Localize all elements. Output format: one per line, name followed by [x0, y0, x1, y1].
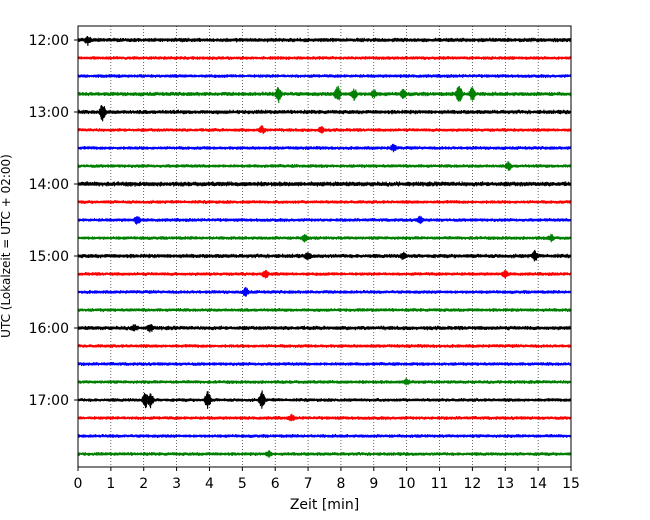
x-tick-label: 5 [238, 476, 247, 492]
trace-1645 [77, 378, 572, 386]
trace-1745 [77, 450, 572, 458]
trace-1630 [77, 361, 572, 367]
x-tick-label: 10 [398, 476, 416, 492]
y-axis-ticks: 12:00 13:00 14:00 15:00 16:00 17:00 [29, 33, 78, 409]
trace-1545 [77, 307, 572, 313]
trace-1530 [77, 287, 572, 297]
trace-1400 [77, 181, 572, 187]
trace-1415 [77, 199, 572, 205]
x-tick-label: 13 [496, 476, 514, 492]
plot-frame [77, 25, 572, 468]
trace-1715 [77, 413, 572, 422]
x-tick-label: 11 [431, 476, 449, 492]
y-tick-label: 16:00 [29, 321, 69, 337]
y-tick-label: 14:00 [29, 177, 69, 193]
x-tick-label: 0 [74, 476, 83, 492]
trace-1315 [77, 125, 572, 134]
y-tick-label: 15:00 [29, 249, 69, 265]
x-tick-label: 6 [271, 476, 280, 492]
trace-1215 [77, 55, 572, 61]
trace-1345 [77, 161, 572, 172]
x-tick-label: 15 [562, 476, 580, 492]
x-axis-ticks: 0 1 2 3 4 5 6 7 8 9 10 11 12 13 14 15 [74, 467, 580, 492]
seismogram-traces [77, 36, 572, 458]
trace-1330 [77, 143, 572, 153]
x-tick-label: 2 [139, 476, 148, 492]
trace-1700 [77, 390, 572, 409]
x-axis-label: Zeit [min] [290, 497, 359, 513]
x-tick-label: 4 [205, 476, 214, 492]
x-tick-label: 12 [463, 476, 481, 492]
trace-1600 [77, 324, 572, 333]
trace-1230 [77, 73, 572, 79]
x-tick-label: 14 [529, 476, 547, 492]
x-tick-label: 9 [369, 476, 378, 492]
trace-1615 [77, 343, 572, 349]
trace-1445 [77, 233, 572, 243]
trace-1245 [77, 85, 572, 103]
trace-1515 [77, 269, 572, 279]
y-tick-label: 12:00 [29, 33, 69, 49]
trace-1430 [77, 215, 572, 225]
x-tick-label: 1 [106, 476, 115, 492]
y-tick-label: 17:00 [29, 393, 69, 409]
trace-1200 [77, 36, 572, 46]
x-tick-label: 3 [172, 476, 181, 492]
y-tick-label: 13:00 [29, 105, 69, 121]
x-tick-label: 7 [304, 476, 313, 492]
trace-1500 [77, 249, 572, 262]
trace-1300 [77, 105, 572, 122]
trace-1730 [77, 433, 572, 439]
x-tick-label: 8 [336, 476, 345, 492]
y-axis-label: UTC (Lokalzeit = UTC + 02:00) [0, 154, 13, 338]
